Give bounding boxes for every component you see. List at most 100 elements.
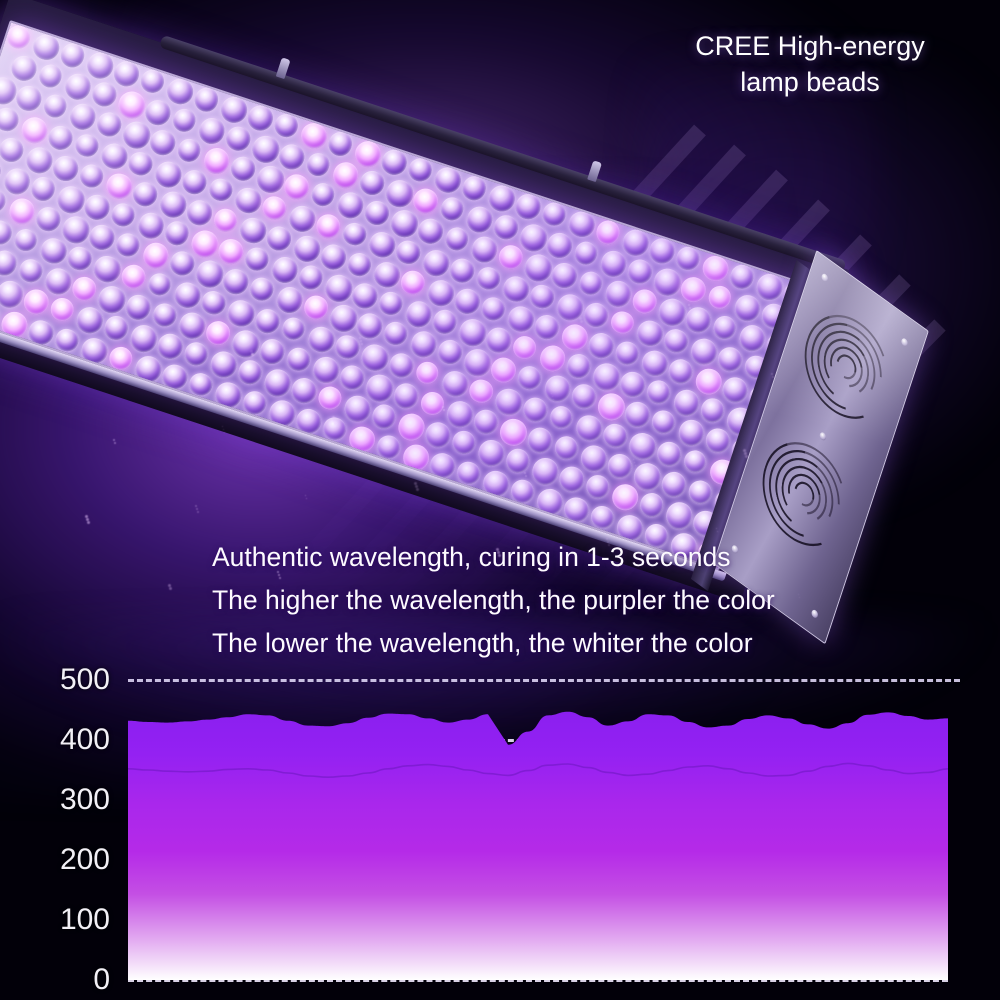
led-lens-icon: [178, 166, 211, 198]
led-lens-icon: [309, 353, 343, 386]
led-lens-icon: [548, 260, 581, 292]
led-lens-icon: [376, 289, 406, 318]
led-lens-icon: [234, 357, 265, 388]
led-lens-icon: [680, 447, 710, 476]
led-lens-icon: [589, 359, 624, 394]
led-lens-icon: [229, 326, 263, 361]
led-lens-icon: [192, 257, 227, 292]
led-lens-icon: [138, 66, 168, 96]
led-lens-icon: [568, 381, 599, 412]
led-lens-icon: [446, 254, 478, 287]
led-lens-icon: [463, 203, 496, 236]
led-lens-icon: [496, 415, 531, 450]
led-lens-icon: [650, 265, 685, 299]
led-lens-icon: [164, 75, 197, 108]
led-lens-icon: [434, 337, 465, 368]
led-lens-icon: [393, 237, 424, 268]
led-lens-icon: [510, 333, 540, 363]
led-lens-icon: [203, 318, 234, 349]
led-lens-icon: [636, 490, 667, 521]
led-lens-icon: [536, 342, 569, 375]
led-lens-icon: [195, 114, 229, 148]
led-lens-icon: [0, 165, 34, 198]
led-lens-icon: [553, 290, 587, 325]
led-lens-icon: [334, 189, 367, 222]
led-lens-icon: [607, 308, 637, 337]
led-lens-icon: [166, 248, 197, 279]
led-lens-icon: [33, 204, 64, 235]
led-lens-icon: [665, 356, 697, 387]
led-lens-icon: [16, 256, 46, 285]
led-lens-icon: [644, 377, 674, 407]
led-lens-icon: [206, 175, 236, 205]
led-lens-icon: [217, 93, 252, 127]
led-lens-icon: [89, 79, 120, 110]
led-lens-icon: [600, 420, 631, 451]
caption-line-2: The higher the wavelength, the purpler t…: [212, 585, 775, 616]
y-axis-tick: 300: [59, 783, 110, 816]
led-lens-icon: [28, 173, 59, 204]
led-lens-icon: [602, 277, 635, 311]
led-lens-icon: [455, 315, 490, 350]
led-lens-icon: [661, 325, 692, 356]
led-lens-icon: [516, 220, 551, 255]
led-lens-icon: [181, 339, 211, 369]
led-lens-icon: [30, 31, 63, 64]
led-lens-icon: [125, 148, 156, 179]
led-lens-icon: [674, 416, 708, 450]
led-lens-icon: [551, 433, 581, 462]
led-lens-icon: [577, 441, 611, 475]
led-lens-icon: [247, 275, 277, 304]
feature-captions: Authentic wavelength, curing in 1-3 seco…: [212, 536, 912, 666]
led-lens-icon: [557, 320, 592, 355]
led-lens-icon: [83, 48, 118, 83]
led-lens-icon: [45, 122, 77, 154]
inner-band-line: [128, 762, 948, 779]
page-title: CREE High-energy lamp beads: [640, 28, 980, 100]
led-lens-icon: [407, 328, 440, 361]
led-lens-icon: [110, 57, 143, 90]
led-lens-icon: [227, 153, 258, 184]
led-lens-icon: [555, 463, 588, 495]
led-lens-icon: [329, 158, 363, 192]
led-lens-icon: [697, 395, 728, 426]
led-lens-icon: [532, 311, 563, 342]
led-lens-icon: [61, 70, 95, 103]
led-lens-icon: [442, 224, 472, 254]
led-lens-icon: [638, 347, 672, 380]
led-lens-icon: [646, 234, 678, 267]
y-axis-tick: 0: [93, 963, 110, 996]
led-lens-icon: [521, 251, 556, 285]
led-lens-icon: [147, 127, 179, 159]
led-lens-icon: [200, 144, 233, 178]
led-lens-icon: [42, 264, 75, 298]
heading-line-1: CREE High-energy: [695, 31, 925, 61]
led-lens-icon: [621, 399, 654, 431]
led-lens-icon: [443, 397, 477, 431]
led-lens-icon: [394, 410, 429, 445]
led-lens-icon: [624, 256, 655, 287]
led-lens-icon: [358, 340, 392, 375]
led-lens-icon: [580, 299, 612, 331]
led-lens-icon: [353, 310, 386, 342]
led-lens-icon: [368, 401, 399, 432]
led-lens-icon: [541, 372, 574, 405]
led-lens-icon: [288, 374, 320, 407]
led-lens-icon: [633, 316, 667, 350]
led-lens-icon: [571, 238, 601, 268]
led-lens-icon: [244, 101, 277, 134]
led-lens-icon: [81, 191, 113, 223]
led-lens-icon: [565, 208, 599, 241]
led-lens-icon: [412, 358, 442, 388]
led-lens-icon: [8, 52, 40, 84]
led-lens-icon: [13, 82, 45, 115]
led-lens-icon: [150, 300, 179, 330]
mount-bolt-icon: [275, 57, 291, 80]
led-lens-icon: [378, 146, 410, 178]
led-lens-icon: [317, 240, 349, 273]
led-lens-icon: [459, 172, 490, 203]
led-lens-icon: [356, 167, 388, 198]
led-lens-icon: [705, 282, 735, 312]
led-lens-icon: [171, 278, 204, 312]
led-lens-icon: [431, 163, 465, 197]
